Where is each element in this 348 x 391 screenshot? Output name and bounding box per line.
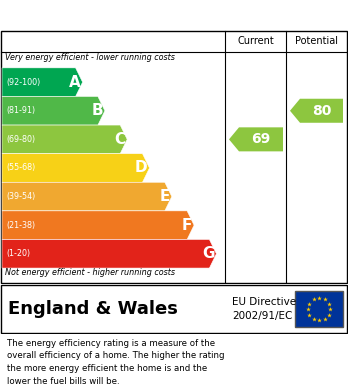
Text: Energy Efficiency Rating: Energy Efficiency Rating xyxy=(10,7,232,23)
Text: 80: 80 xyxy=(312,104,331,118)
Text: (21-38): (21-38) xyxy=(6,221,35,230)
Polygon shape xyxy=(2,68,82,97)
Text: C: C xyxy=(114,132,125,147)
Text: (81-91): (81-91) xyxy=(6,106,35,115)
Text: F: F xyxy=(182,218,192,233)
Polygon shape xyxy=(2,182,172,211)
Text: D: D xyxy=(135,160,148,176)
Text: The energy efficiency rating is a measure of the
overall efficiency of a home. T: The energy efficiency rating is a measur… xyxy=(7,339,224,386)
Text: (55-68): (55-68) xyxy=(6,163,35,172)
Polygon shape xyxy=(2,154,150,182)
Bar xyxy=(295,291,343,327)
Polygon shape xyxy=(2,125,127,154)
Text: B: B xyxy=(91,103,103,118)
Text: Very energy efficient - lower running costs: Very energy efficient - lower running co… xyxy=(5,53,175,62)
Text: E: E xyxy=(159,189,170,204)
Polygon shape xyxy=(2,97,105,125)
Text: Potential: Potential xyxy=(294,36,338,46)
Text: (69-80): (69-80) xyxy=(6,135,35,144)
Text: EU Directive
2002/91/EC: EU Directive 2002/91/EC xyxy=(232,297,296,321)
Text: England & Wales: England & Wales xyxy=(8,300,178,318)
Text: Not energy efficient - higher running costs: Not energy efficient - higher running co… xyxy=(5,268,175,277)
Text: G: G xyxy=(202,246,214,261)
Text: 69: 69 xyxy=(251,133,271,146)
Polygon shape xyxy=(229,127,283,151)
Text: A: A xyxy=(69,75,81,90)
Text: (1-20): (1-20) xyxy=(6,249,30,258)
Text: Current: Current xyxy=(237,36,274,46)
Polygon shape xyxy=(2,239,216,268)
Polygon shape xyxy=(2,211,194,239)
Polygon shape xyxy=(290,99,343,123)
Text: (92-100): (92-100) xyxy=(6,78,40,87)
Text: (39-54): (39-54) xyxy=(6,192,35,201)
